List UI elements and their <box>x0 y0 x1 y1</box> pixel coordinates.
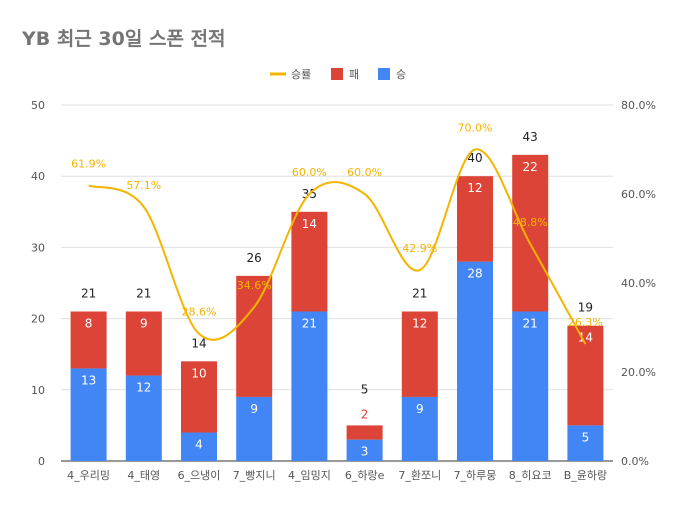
bar-loss-label: 10 <box>191 366 206 380</box>
y-tick-label: 30 <box>31 241 45 254</box>
bar-win <box>70 368 107 461</box>
x-tick-label: 7_빵지니 <box>233 469 276 482</box>
bar-win-label: 21 <box>302 316 317 330</box>
bar-total-label: 21 <box>412 286 427 300</box>
bar-loss <box>236 275 273 397</box>
rate-line <box>88 148 587 345</box>
bar-loss-label: 8 <box>85 316 93 330</box>
rate-label: 48.8% <box>513 216 548 229</box>
rate-label: 26.3% <box>568 316 603 329</box>
y-tick-label: 40 <box>31 170 45 183</box>
bar-loss <box>457 176 493 262</box>
bar-total-label: 19 <box>578 301 593 315</box>
rate-label: 60.0% <box>292 166 327 179</box>
bar-total-label: 21 <box>81 286 96 300</box>
bar-win-label: 5 <box>582 430 590 444</box>
legend-label-rate: 승률 <box>291 68 311 81</box>
legend-label-loss: 패 <box>349 68 359 81</box>
bar-total-label: 43 <box>523 130 538 144</box>
bar-loss-label: 2 <box>361 407 369 421</box>
bar-win-label: 3 <box>361 445 369 459</box>
x-tick-label: 6_으냉이 <box>178 469 221 482</box>
y2-tick-label: 80.0% <box>621 99 656 112</box>
bar-loss <box>512 154 549 312</box>
bar-win-label: 9 <box>250 402 258 416</box>
y-tick-label: 50 <box>31 99 45 112</box>
y-tick-label: 10 <box>31 384 45 397</box>
rate-label: 28.6% <box>182 306 217 319</box>
bar-loss <box>125 311 162 376</box>
y2-tick-label: 40.0% <box>621 277 656 290</box>
bar-win <box>457 261 493 461</box>
legend-label-win: 승 <box>396 68 406 81</box>
y2-tick-label: 60.0% <box>621 188 656 201</box>
rate-label: 34.6% <box>237 279 272 292</box>
x-tick-label: 4_임밍지 <box>288 469 331 482</box>
y-tick-label: 20 <box>31 313 45 326</box>
bar-win <box>346 439 383 461</box>
rate-label: 70.0% <box>458 122 493 135</box>
bar-win <box>567 425 604 461</box>
bar-win <box>125 375 162 461</box>
bar-total-label: 21 <box>136 286 151 300</box>
x-tick-label: 6_하랑e <box>345 468 385 482</box>
x-tick-label: B_윤하랑 <box>564 468 607 482</box>
bar-win-label: 21 <box>523 316 538 330</box>
bar-total-label: 5 <box>361 382 369 396</box>
bar-win-label: 9 <box>416 402 424 416</box>
x-tick-label: 8_히요코 <box>509 468 552 482</box>
bar-loss-label: 14 <box>578 331 593 345</box>
legend-swatch-loss <box>331 68 343 80</box>
x-tick-label: 7_환쪼니 <box>398 469 441 482</box>
y2-tick-label: 20.0% <box>621 366 656 379</box>
rate-label: 42.9% <box>402 242 437 255</box>
bar-loss-label: 12 <box>412 316 427 330</box>
bar-win-label: 4 <box>195 438 203 452</box>
bar-total-label: 14 <box>191 336 206 350</box>
rate-label: 61.9% <box>71 158 106 171</box>
chart-title: YB 최근 30일 스폰 전적 <box>22 28 226 50</box>
y-tick-label: 0 <box>38 455 45 468</box>
bar-total-label: 40 <box>467 151 482 165</box>
bar-loss <box>70 311 107 369</box>
bar-loss <box>401 311 438 397</box>
bar-win <box>291 311 328 461</box>
rate-label: 60.0% <box>347 166 382 179</box>
x-tick-label: 4_태영 <box>127 469 160 482</box>
bar-loss <box>181 361 217 433</box>
bar-loss-label: 14 <box>302 217 317 231</box>
bar-win-label: 13 <box>81 373 96 387</box>
bar-loss-label: 22 <box>523 160 538 174</box>
y2-tick-label: 0.0% <box>621 455 649 468</box>
bar-loss <box>291 211 328 312</box>
rate-label: 57.1% <box>126 179 161 192</box>
legend-swatch-win <box>378 68 390 80</box>
bar-win-label: 12 <box>136 381 151 395</box>
bar-win <box>236 396 273 461</box>
bar-loss-label: 9 <box>140 316 148 330</box>
bar-win <box>181 432 217 461</box>
bar-loss <box>346 425 383 440</box>
bar-win-label: 28 <box>467 267 482 281</box>
x-tick-label: 7_하루뭉 <box>454 468 497 482</box>
bar-win <box>401 396 438 461</box>
bar-total-label: 26 <box>247 251 262 265</box>
bar-loss-label: 12 <box>467 181 482 195</box>
bar-win <box>512 311 549 461</box>
x-tick-label: 4_우리밍 <box>67 469 110 482</box>
